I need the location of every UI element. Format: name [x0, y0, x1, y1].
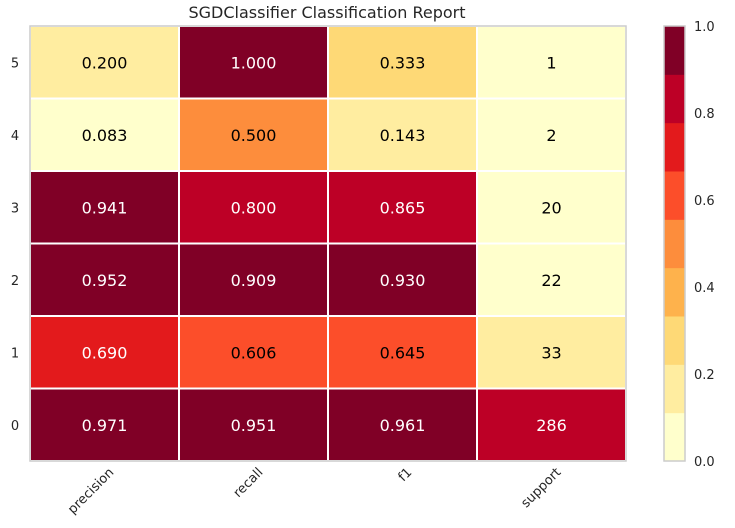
cell-value-label: 0.930 [380, 271, 426, 290]
cell-value-label: 0.952 [82, 271, 128, 290]
x-tick-label: f1 [396, 465, 416, 485]
colorbar: 0.0 0.2 0.4 0.6 0.8 1.0 [663, 20, 715, 470]
heatmap-cells: 0.200 1.000 0.333 1 0.083 0.500 0.143 2 0.941 0.8… [29, 25, 627, 462]
colorbar-segment [664, 219, 685, 269]
cell-value-label: 0.690 [82, 343, 128, 362]
cell-value-label: 0.606 [231, 343, 277, 362]
cell-value-label: 1 [546, 53, 556, 72]
colorbar-segment [664, 26, 685, 75]
heatmap-cell [327, 387, 478, 462]
cell-value-label: 0.083 [82, 126, 128, 145]
heatmap-cell [178, 315, 329, 390]
heatmap-cell [29, 25, 180, 100]
chart-title: SGDClassifier Classification Report [189, 3, 466, 22]
colorbar-segment [664, 122, 685, 172]
cell-value-label: 0.500 [231, 126, 277, 145]
heatmap-cell [476, 97, 627, 172]
x-tick-labels: precision recall f1 support [65, 465, 564, 517]
heatmap-cell [178, 242, 329, 317]
y-tick-label: 0 [11, 419, 19, 434]
cell-value-label: 1.000 [231, 53, 277, 72]
cell-value-label: 0.200 [82, 53, 128, 72]
y-tick-label: 3 [11, 201, 19, 216]
colorbar-segment [664, 412, 685, 462]
colorbar-tick-label: 0.4 [694, 281, 715, 296]
colorbar-segment [664, 364, 685, 414]
x-tick-label: support [518, 465, 564, 511]
heatmap-cell [178, 387, 329, 462]
cell-value-label: 0.961 [380, 416, 426, 435]
cell-value-label: 0.909 [231, 271, 277, 290]
cell-value-label: 0.800 [231, 198, 277, 217]
y-tick-label: 4 [11, 129, 19, 144]
colorbar-frame [663, 25, 686, 462]
y-tick-labels: 5 4 3 2 1 0 [11, 56, 19, 434]
cell-value-label: 0.951 [231, 416, 277, 435]
colorbar-segment [664, 74, 685, 124]
x-tick-label: recall [231, 465, 267, 501]
colorbar-tick-label: 0.8 [694, 107, 715, 122]
cell-value-label: 2 [546, 126, 556, 145]
heatmap-cell [327, 315, 478, 390]
y-tick-label: 1 [11, 346, 19, 361]
cell-value-label: 0.971 [82, 416, 128, 435]
y-tick-label: 2 [11, 274, 19, 289]
heatmap-cell [29, 387, 180, 462]
cell-value-label: 22 [541, 271, 561, 290]
heatmap-cell [178, 25, 329, 100]
heatmap-cell [476, 170, 627, 245]
cell-value-label: 0.645 [380, 343, 426, 362]
colorbar-tick-label: 0.2 [694, 368, 715, 383]
cell-value-label: 33 [541, 343, 561, 362]
heatmap-cell [476, 315, 627, 390]
heatmap-cell [178, 170, 329, 245]
colorbar-tick-label: 0.6 [694, 194, 715, 209]
colorbar-segment [664, 171, 685, 220]
cell-value-label: 286 [536, 416, 567, 435]
colorbar-segment [664, 316, 685, 365]
plot-frame [29, 25, 627, 462]
heatmap-cell [178, 97, 329, 172]
heatmap-cell [476, 242, 627, 317]
colorbar-tick-label: 0.0 [694, 455, 715, 470]
cell-value-label: 0.941 [82, 198, 128, 217]
cell-value-label: 0.333 [380, 53, 426, 72]
colorbar-segment [664, 267, 685, 317]
cell-value-label: 0.865 [380, 198, 426, 217]
cell-value-label: 20 [541, 198, 561, 217]
x-tick-label: precision [65, 465, 117, 517]
colorbar-tick-label: 1.0 [694, 20, 715, 35]
y-tick-label: 5 [11, 56, 19, 71]
cell-value-label: 0.143 [380, 126, 426, 145]
